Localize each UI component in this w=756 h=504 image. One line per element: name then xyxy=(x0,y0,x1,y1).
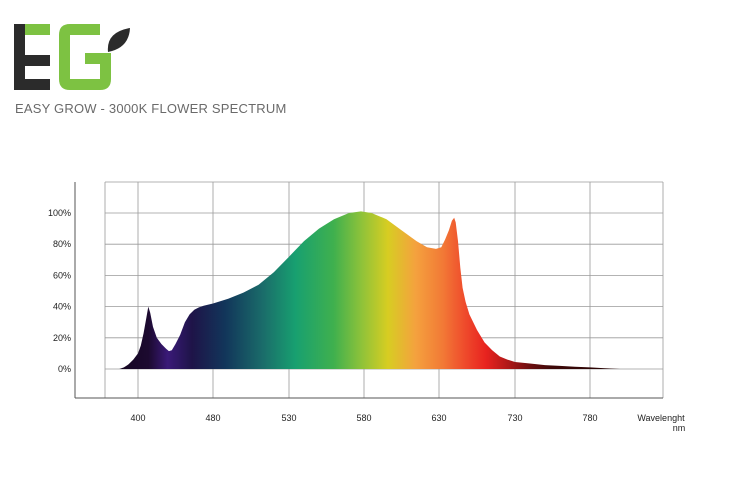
spectrum-area xyxy=(119,211,621,369)
x-axis-unit: nm xyxy=(673,423,686,433)
x-tick-label: 780 xyxy=(582,413,597,423)
y-tick-label: 60% xyxy=(53,270,71,280)
x-tick-label: 530 xyxy=(281,413,296,423)
y-tick-label: 0% xyxy=(58,364,71,374)
brand-logo xyxy=(14,24,130,90)
x-tick-label: 630 xyxy=(431,413,446,423)
y-tick-label: 80% xyxy=(53,239,71,249)
x-tick-label: 730 xyxy=(507,413,522,423)
chart-subtitle: EASY GROW - 3000K FLOWER SPECTRUM xyxy=(15,101,287,116)
x-tick-label: 580 xyxy=(356,413,371,423)
chart-axes xyxy=(74,182,663,399)
x-tick-labels: 400 480 530 580 630 730 780 xyxy=(130,413,597,423)
y-tick-label: 40% xyxy=(53,302,71,312)
x-tick-label: 480 xyxy=(205,413,220,423)
y-tick-label: 100% xyxy=(48,208,71,218)
x-axis-label: Wavelenght xyxy=(637,413,685,423)
x-tick-label: 400 xyxy=(130,413,145,423)
y-tick-labels: 0% 20% 40% 60% 80% 100% xyxy=(48,208,71,374)
y-tick-label: 20% xyxy=(53,333,71,343)
